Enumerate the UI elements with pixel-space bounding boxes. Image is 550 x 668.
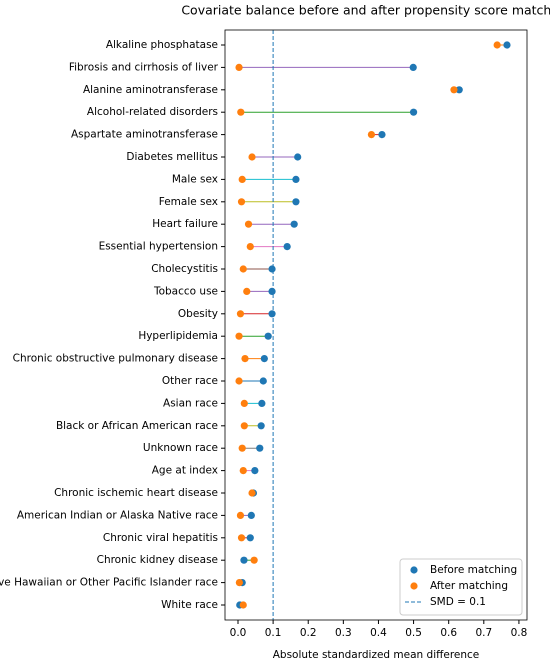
y-tick-label: Unknown race bbox=[143, 442, 218, 454]
point bbox=[294, 153, 302, 161]
y-tick-label: Cholecystitis bbox=[151, 263, 218, 275]
point bbox=[256, 444, 264, 452]
point bbox=[246, 534, 254, 542]
y-tick-label: American Indian or Alaska Native race bbox=[17, 509, 218, 521]
point bbox=[236, 310, 245, 318]
point bbox=[260, 355, 268, 363]
x-tick-label: 0.2 bbox=[300, 627, 317, 639]
point bbox=[247, 511, 255, 519]
y-tick-label: Essential hypertension bbox=[99, 241, 218, 253]
point bbox=[283, 243, 291, 251]
y-tick-label: Chronic obstructive pulmonary disease bbox=[13, 353, 218, 365]
point bbox=[503, 41, 511, 49]
point bbox=[235, 63, 243, 71]
point bbox=[292, 175, 300, 183]
y-tick-label: Obesity bbox=[178, 308, 218, 320]
y-tick-label: Age at index bbox=[152, 465, 218, 477]
point bbox=[237, 198, 246, 206]
point bbox=[378, 131, 386, 139]
x-tick-label: 0.8 bbox=[511, 627, 528, 639]
point bbox=[237, 534, 246, 542]
point bbox=[237, 108, 245, 116]
point bbox=[455, 86, 463, 94]
y-tick-label: Alanine aminotransferase bbox=[83, 84, 218, 96]
point bbox=[244, 220, 253, 228]
point bbox=[239, 601, 247, 609]
y-tick-label: Male sex bbox=[172, 173, 218, 185]
point bbox=[493, 41, 501, 49]
point bbox=[251, 467, 259, 475]
y-tick-label: Alkaline phosphatase bbox=[106, 39, 218, 51]
point bbox=[240, 422, 248, 430]
y-tick-label: Chronic viral hepatitis bbox=[103, 532, 218, 544]
point bbox=[239, 265, 247, 273]
point bbox=[258, 399, 266, 407]
point bbox=[240, 399, 248, 407]
y-tick-label: Tobacco use bbox=[153, 285, 218, 297]
chart-title: Covariate balance before and after prope… bbox=[181, 3, 550, 18]
x-tick-label: 0.3 bbox=[335, 627, 352, 639]
point bbox=[259, 377, 267, 385]
point bbox=[235, 332, 243, 340]
y-tick-label: Diabetes mellitus bbox=[126, 151, 218, 163]
y-tick-label: Alcohol-related disorders bbox=[87, 106, 218, 118]
legend-label: After matching bbox=[430, 580, 508, 592]
point bbox=[240, 556, 248, 564]
point bbox=[264, 332, 272, 340]
point bbox=[367, 131, 376, 139]
point bbox=[268, 310, 276, 318]
point bbox=[409, 63, 417, 71]
point bbox=[257, 422, 265, 430]
legend-box bbox=[399, 558, 523, 616]
legend-label: Before matching bbox=[430, 564, 517, 576]
y-tick-label: Fibrosis and cirrhosis of liver bbox=[69, 61, 219, 73]
point bbox=[248, 153, 256, 161]
point bbox=[235, 377, 243, 385]
point bbox=[268, 287, 276, 295]
x-tick-label: 0.4 bbox=[370, 627, 387, 639]
point bbox=[248, 489, 256, 497]
point bbox=[290, 220, 298, 228]
point bbox=[268, 265, 276, 273]
y-tick-label: Chronic ischemic heart disease bbox=[54, 487, 218, 499]
x-tick-label: 0.7 bbox=[475, 627, 492, 639]
point bbox=[292, 198, 300, 206]
x-tick-label: 0.6 bbox=[440, 627, 457, 639]
y-tick-label: Female sex bbox=[159, 196, 218, 208]
y-tick-label: Native Hawaiian or Other Pacific Islande… bbox=[0, 577, 218, 589]
point bbox=[241, 355, 249, 363]
y-tick-label: Black or African American race bbox=[56, 420, 218, 432]
legend-label: SMD = 0.1 bbox=[430, 596, 486, 608]
y-tick-label: Other race bbox=[162, 375, 218, 387]
legend-marker bbox=[410, 566, 418, 574]
point bbox=[250, 556, 258, 564]
point bbox=[409, 108, 418, 116]
y-tick-label: White race bbox=[161, 599, 218, 611]
legend-marker bbox=[410, 582, 418, 590]
point bbox=[450, 86, 458, 94]
point bbox=[243, 287, 251, 295]
y-tick-label: Asian race bbox=[163, 397, 218, 409]
y-tick-label: Hyperlipidemia bbox=[138, 330, 218, 342]
point bbox=[246, 243, 254, 251]
point bbox=[235, 579, 243, 587]
x-axis-label: Absolute standardized mean difference bbox=[273, 649, 480, 661]
plot-frame bbox=[224, 29, 528, 621]
point bbox=[238, 175, 246, 183]
y-tick-label: Chronic kidney disease bbox=[97, 554, 218, 566]
x-tick-label: 0.0 bbox=[230, 627, 247, 639]
x-tick-label: 0.1 bbox=[265, 627, 282, 639]
y-tick-label: Aspartate aminotransferase bbox=[71, 129, 218, 141]
point bbox=[238, 444, 246, 452]
point bbox=[239, 467, 247, 475]
y-tick-label: Heart failure bbox=[152, 218, 218, 230]
x-tick-label: 0.5 bbox=[405, 627, 422, 639]
point bbox=[236, 511, 245, 519]
